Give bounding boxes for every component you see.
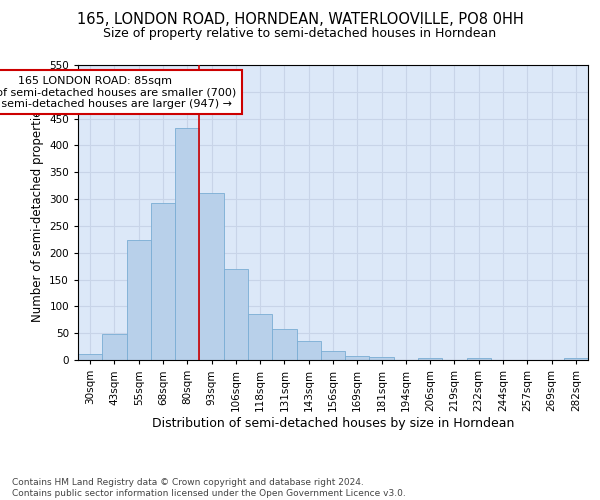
Bar [370, 358, 394, 360]
X-axis label: Distribution of semi-detached houses by size in Horndean: Distribution of semi-detached houses by … [152, 416, 514, 430]
Bar [78, 354, 102, 360]
Bar [418, 358, 442, 360]
Bar [564, 358, 588, 360]
Text: Contains HM Land Registry data © Crown copyright and database right 2024.
Contai: Contains HM Land Registry data © Crown c… [12, 478, 406, 498]
Bar [272, 329, 296, 360]
Text: 165 LONDON ROAD: 85sqm
← 42% of semi-detached houses are smaller (700)
56% of se: 165 LONDON ROAD: 85sqm ← 42% of semi-det… [0, 76, 236, 109]
Bar [127, 240, 151, 360]
Bar [248, 314, 272, 360]
Bar [199, 193, 224, 360]
Bar [224, 269, 248, 360]
Bar [175, 128, 199, 360]
Bar [321, 351, 345, 360]
Text: Size of property relative to semi-detached houses in Horndean: Size of property relative to semi-detach… [103, 28, 497, 40]
Bar [296, 341, 321, 360]
Bar [345, 356, 370, 360]
Y-axis label: Number of semi-detached properties: Number of semi-detached properties [31, 103, 44, 322]
Bar [102, 334, 127, 360]
Bar [151, 203, 175, 360]
Text: 165, LONDON ROAD, HORNDEAN, WATERLOOVILLE, PO8 0HH: 165, LONDON ROAD, HORNDEAN, WATERLOOVILL… [77, 12, 523, 28]
Bar [467, 358, 491, 360]
